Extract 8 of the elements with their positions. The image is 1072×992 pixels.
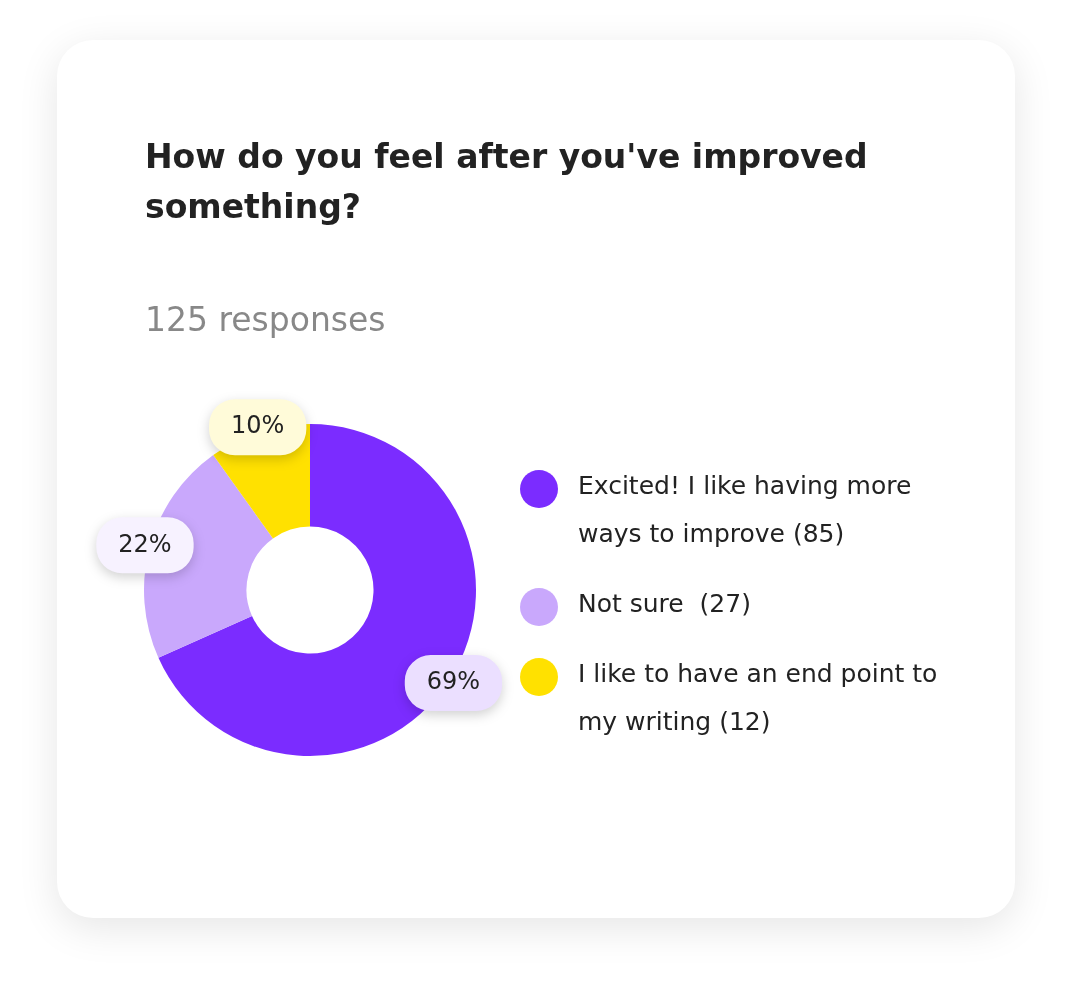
data-label: 69%: [426, 667, 481, 696]
chart-title: How do you feel after you've improved something?: [145, 136, 869, 228]
chart-subtitle: 125 responses: [145, 300, 386, 339]
legend-label: I like to have an end point to my writing (12): [578, 658, 938, 738]
data-label: 22%: [118, 529, 172, 558]
data-label: 10%: [231, 411, 285, 440]
legend-label: Not sure (27): [578, 588, 752, 620]
legend-label: Excited! I like having more ways to improve (85): [578, 470, 913, 550]
